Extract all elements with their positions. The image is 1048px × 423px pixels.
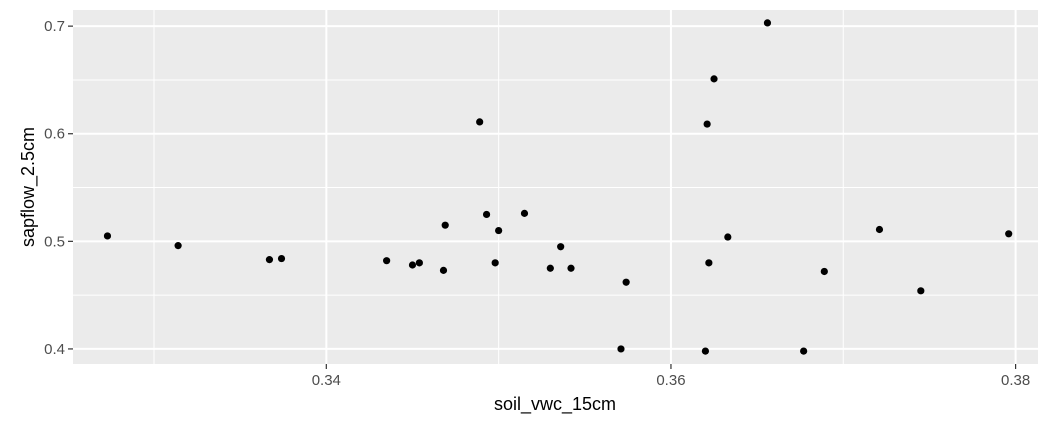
minor-gridlines [73, 10, 1038, 364]
data-point [476, 118, 484, 126]
data-point [710, 75, 718, 83]
data-point [408, 261, 417, 269]
y-tick-label: 0.6 [44, 126, 65, 143]
plot-panel [73, 10, 1038, 364]
data-point [701, 347, 710, 355]
data-point [174, 242, 182, 250]
x-tick-label: 0.34 [312, 372, 341, 389]
data-point [383, 257, 391, 265]
x-axis-title: soil_vwc_15cm [494, 394, 616, 415]
x-tick-label: 0.36 [656, 372, 685, 389]
data-point [917, 287, 925, 295]
data-point [705, 259, 713, 267]
data-point [875, 225, 884, 234]
data-points [103, 19, 1013, 355]
data-point [724, 233, 732, 241]
y-tick-label: 0.5 [44, 233, 65, 250]
data-point [415, 259, 423, 267]
data-point [800, 347, 808, 355]
data-point [703, 120, 711, 128]
y-axis-ticks: 0.4 0.5 0.6 0.7 [44, 18, 73, 358]
data-point [617, 345, 625, 353]
data-point [567, 264, 575, 272]
y-tick-label: 0.4 [44, 341, 65, 358]
y-axis-title: sapflow_2.5cm [18, 127, 39, 247]
x-tick-label: 0.38 [1001, 372, 1030, 389]
data-point [763, 19, 772, 27]
data-point [557, 243, 565, 251]
data-point [622, 278, 630, 286]
data-point [520, 209, 529, 217]
data-point [495, 226, 503, 235]
data-point [482, 210, 491, 219]
data-point [491, 259, 499, 267]
data-point [277, 254, 286, 263]
data-point [441, 221, 449, 229]
y-tick-label: 0.7 [44, 18, 65, 35]
data-point [546, 264, 554, 272]
data-point [1005, 230, 1013, 238]
data-point [265, 256, 274, 264]
data-point [103, 232, 112, 240]
major-gridlines [73, 10, 1038, 364]
x-axis-ticks: 0.34 0.36 0.38 [312, 364, 1030, 389]
data-point [439, 266, 448, 274]
data-point [820, 267, 828, 276]
